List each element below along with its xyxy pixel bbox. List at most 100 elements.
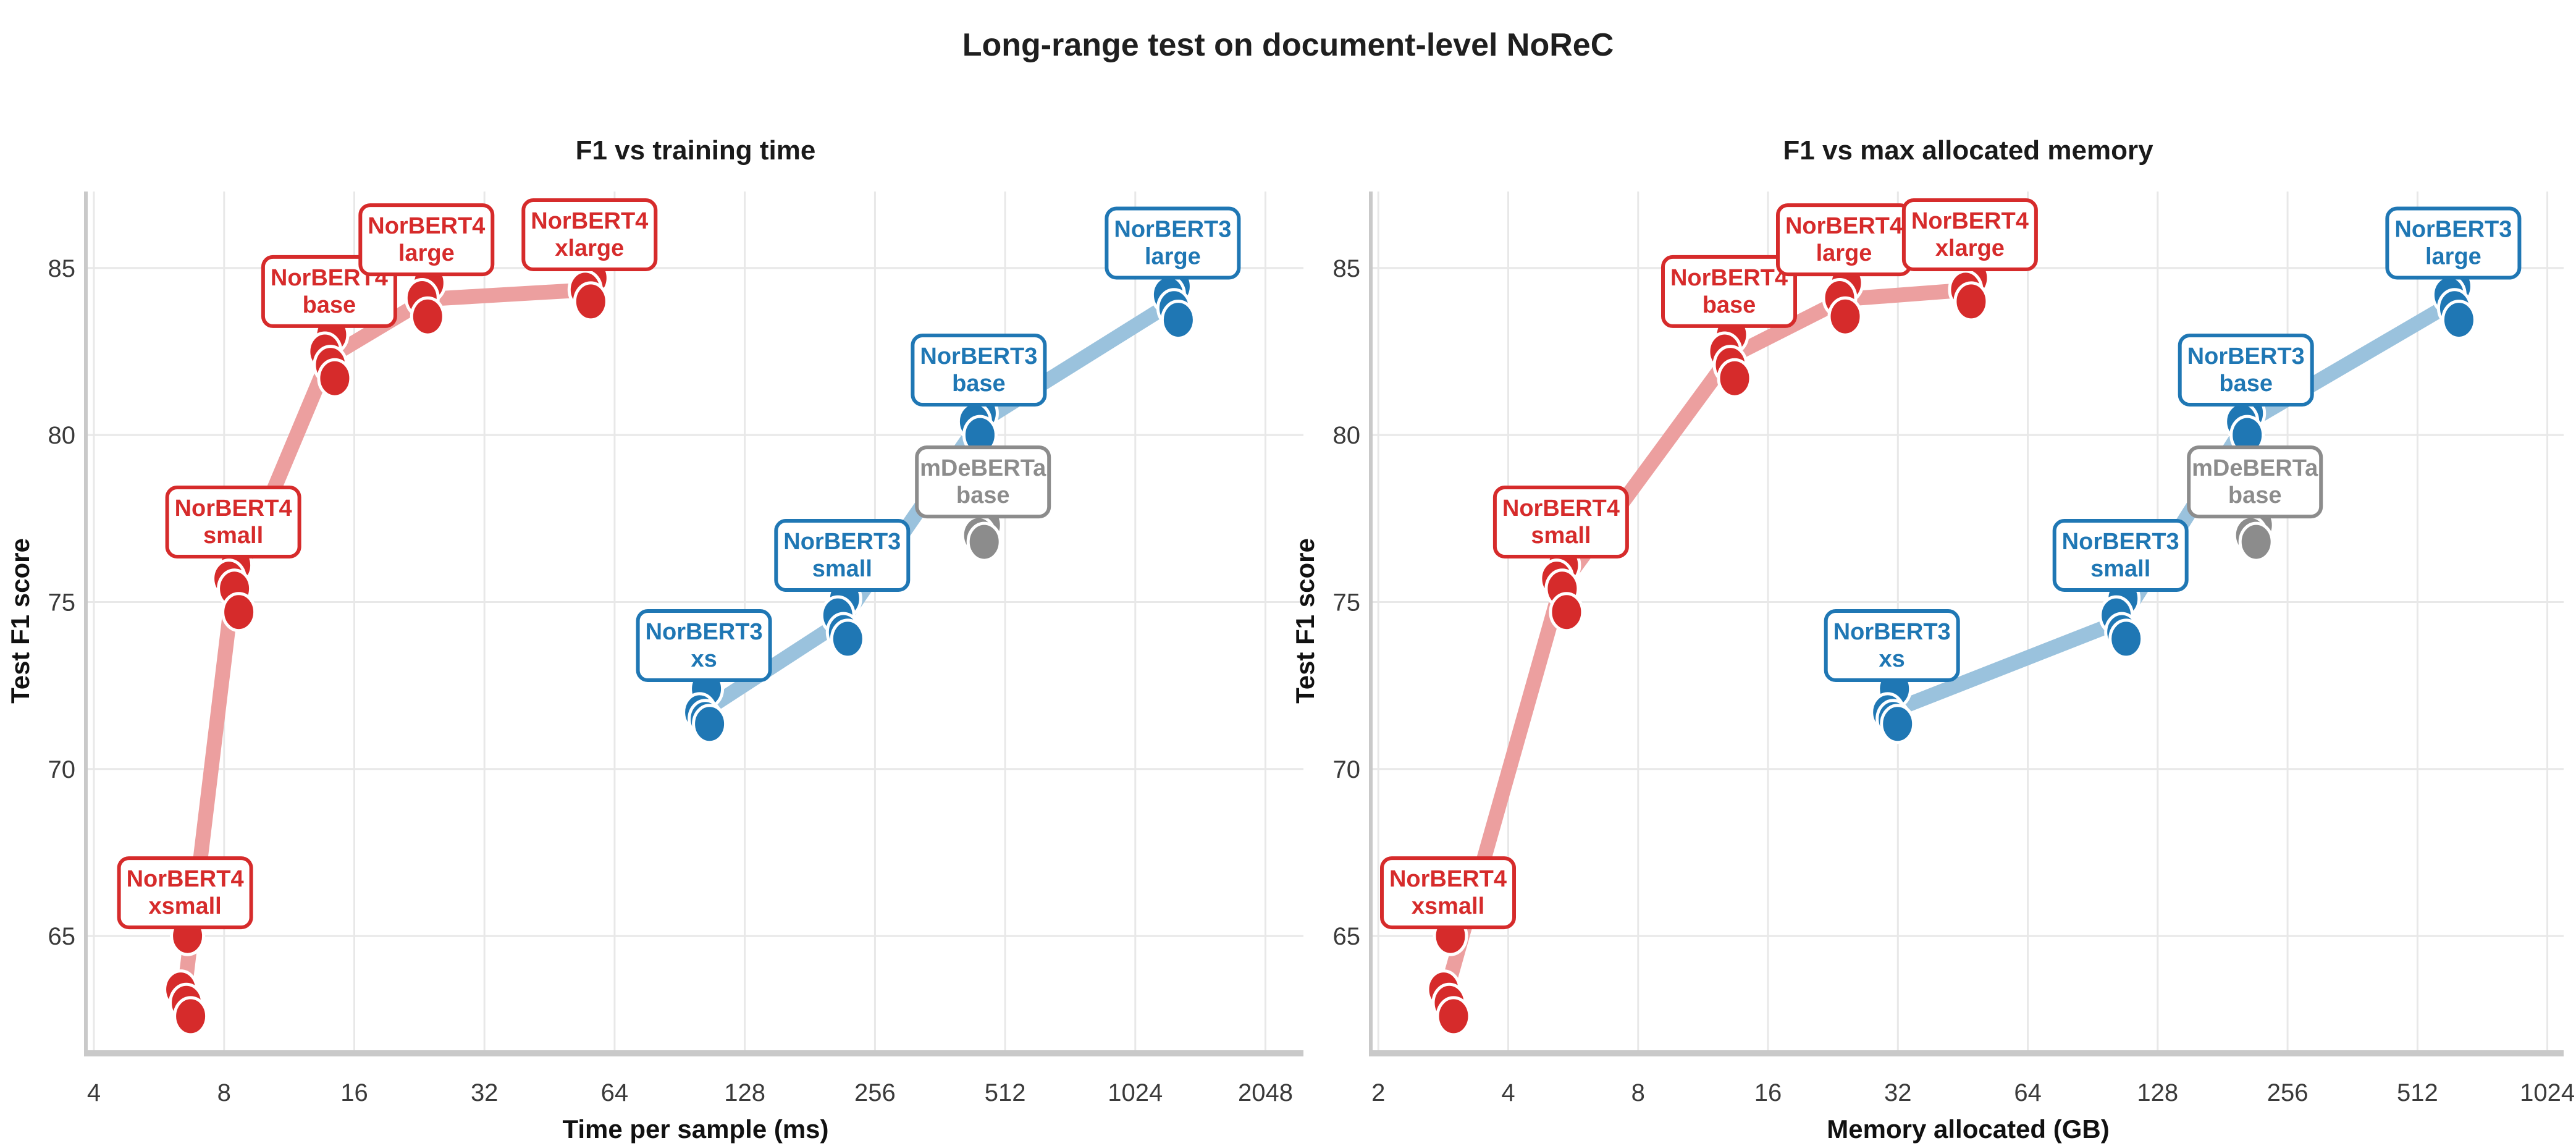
model-label-box (1105, 206, 1241, 280)
y-tick-label: 70 (1333, 756, 1361, 783)
model-label-box (1492, 486, 1629, 558)
data-point (317, 358, 353, 398)
x-tick-label: 512 (2397, 1079, 2438, 1106)
y-axis-spine (1369, 192, 1373, 1056)
model-label-text: small (2090, 556, 2150, 582)
model-label-box (521, 198, 658, 271)
model-label-text: large (1816, 240, 1872, 266)
model-label-box (165, 486, 301, 558)
model-label-text: xsmall (148, 893, 221, 919)
model-label-text: small (812, 556, 872, 582)
model-label-box (2052, 519, 2189, 592)
right-x-axis-label: Memory allocated (GB) (1827, 1114, 2109, 1144)
model-label-box (1661, 255, 1797, 328)
model-label-text: NorBERT4 (1911, 208, 2029, 234)
left-plot-draw-layer: 4 8 16 32 64 128 256 512 1024 2048 65 70 75 80 85 NorBE… (48, 192, 1303, 1106)
data-point (966, 521, 1002, 562)
series-line (696, 295, 1181, 718)
model-label-box (636, 609, 772, 682)
right-plot-title: F1 vs max allocated memory (1783, 135, 2153, 166)
left-x-axis-label: Time per sample (ms) (562, 1114, 828, 1144)
model-label-text: base (303, 292, 356, 318)
right-y-axis-label: Test F1 score (1290, 538, 1320, 704)
model-label-text: NorBERT4 (127, 866, 244, 892)
y-tick-label: 85 (48, 255, 76, 282)
model-label-text: large (398, 240, 455, 266)
data-point (2238, 521, 2274, 562)
data-point (692, 704, 728, 744)
y-tick-label: 75 (48, 589, 76, 617)
model-label-text: mDeBERTa (920, 455, 1046, 481)
model-label-box (2385, 206, 2522, 280)
left-plot: 4 8 16 32 64 128 256 512 1024 2048 65 70 75 80 85 NorBE… (6, 135, 1303, 1144)
right-plot-draw-layer: 2 4 8 16 32 64 128 256 512 1024 65 70 75 80 85 NorBERT4… (1333, 192, 2575, 1106)
model-label-box (261, 255, 397, 328)
x-tick-label: 32 (471, 1079, 499, 1106)
x-tick-label: 64 (601, 1079, 629, 1106)
x-axis-spine (84, 1050, 1303, 1056)
data-point (1827, 296, 1863, 337)
model-label-box (358, 203, 495, 277)
y-tick-label: 80 (48, 422, 76, 449)
data-point (2441, 300, 2477, 340)
x-tick-label: 32 (1884, 1079, 1912, 1106)
y-tick-label: 75 (1333, 589, 1361, 617)
x-tick-label: 64 (2014, 1079, 2042, 1106)
model-label-box (1901, 198, 2038, 271)
data-point (221, 592, 257, 633)
y-tick-label: 65 (48, 923, 76, 950)
x-tick-label: 1024 (1108, 1079, 1163, 1106)
model-label-text: NorBERT3 (920, 343, 1037, 369)
data-point (830, 618, 865, 659)
model-label-text: base (2219, 371, 2273, 397)
x-tick-label: 16 (340, 1079, 368, 1106)
x-tick-label: 16 (1754, 1079, 1782, 1106)
y-axis-spine (84, 192, 88, 1056)
x-tick-label: 128 (2137, 1079, 2178, 1106)
model-label-text: NorBERT4 (1670, 265, 1788, 291)
data-point (410, 296, 445, 337)
model-label-text: NorBERT4 (531, 208, 648, 234)
x-tick-label: 4 (87, 1079, 101, 1106)
x-tick-label: 2048 (1238, 1079, 1293, 1106)
data-point (1160, 300, 1196, 340)
model-label-box (1380, 856, 1516, 930)
model-label-box (2178, 334, 2314, 407)
data-point (1436, 996, 1471, 1037)
model-label-text: NorBERT3 (1833, 619, 1951, 645)
model-label-text: NorBERT3 (646, 619, 763, 645)
model-label-text: xlarge (1935, 235, 2005, 261)
x-tick-label: 128 (724, 1079, 765, 1106)
data-point (173, 996, 209, 1037)
data-point (1717, 358, 1753, 398)
x-tick-label: 4 (1501, 1079, 1515, 1106)
model-label-text: small (203, 523, 263, 549)
model-label-box (915, 445, 1051, 519)
model-label-box (2187, 445, 2323, 519)
x-tick-label: 1024 (2520, 1079, 2575, 1106)
model-label-text: NorBERT3 (1114, 217, 1231, 243)
model-label-box (911, 334, 1047, 407)
x-tick-label: 2 (1371, 1079, 1385, 1106)
model-label-box (1824, 609, 1960, 682)
model-label-text: small (1531, 523, 1591, 549)
figure-title: Long-range test on document-level NoReC (962, 27, 1614, 63)
x-tick-label: 256 (2267, 1079, 2309, 1106)
data-point (1880, 704, 1916, 744)
x-tick-label: 8 (1631, 1079, 1645, 1106)
model-label-text: base (1703, 292, 1756, 318)
model-label-text: large (2425, 244, 2481, 270)
left-plot-title: F1 vs training time (576, 135, 816, 166)
model-label-text: NorBERT3 (2062, 529, 2179, 555)
right-plot: 2 4 8 16 32 64 128 256 512 1024 65 70 75 80 85 NorBERT4… (1290, 135, 2575, 1144)
model-label-text: base (956, 482, 1010, 508)
model-label-box (774, 519, 911, 592)
y-tick-label: 70 (48, 756, 76, 783)
y-tick-label: 65 (1333, 923, 1361, 950)
model-label-text: NorBERT4 (1785, 213, 1903, 239)
data-point (1953, 281, 1989, 322)
model-label-text: NorBERT3 (2394, 217, 2512, 243)
model-label-text: NorBERT4 (368, 213, 485, 239)
